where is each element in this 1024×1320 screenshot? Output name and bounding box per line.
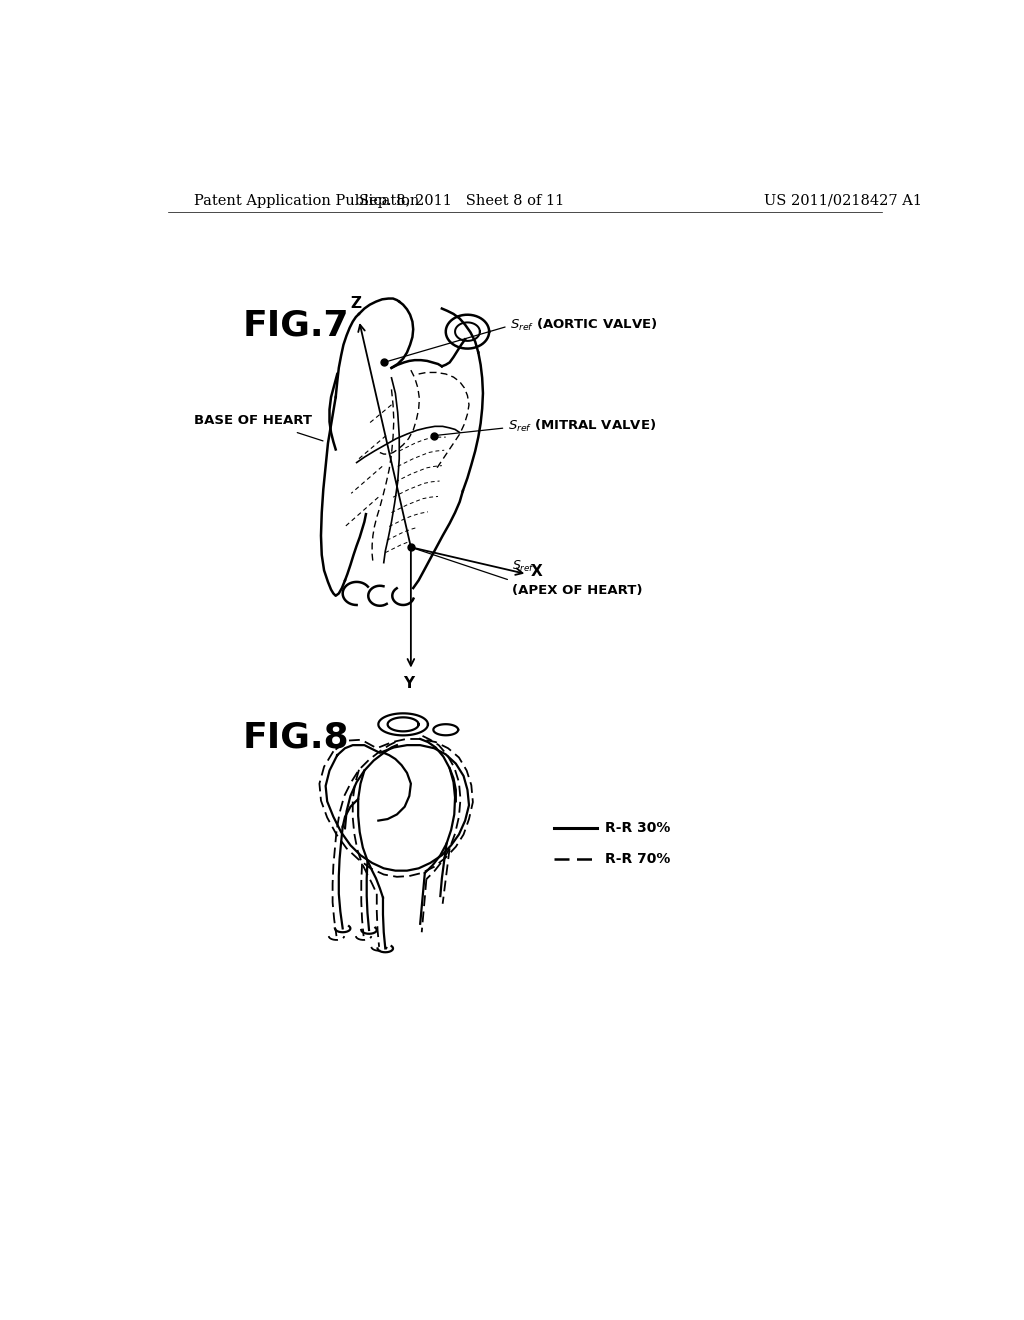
Text: R-R 70%: R-R 70% <box>604 853 670 866</box>
Text: Sep. 8, 2011   Sheet 8 of 11: Sep. 8, 2011 Sheet 8 of 11 <box>358 194 564 207</box>
Text: Z: Z <box>350 296 361 312</box>
Text: BASE OF HEART: BASE OF HEART <box>194 413 312 426</box>
Text: Y: Y <box>403 676 414 690</box>
Text: Patent Application Publication: Patent Application Publication <box>194 194 419 207</box>
Text: FIG.8: FIG.8 <box>243 721 349 755</box>
Text: US 2011/0218427 A1: US 2011/0218427 A1 <box>764 194 922 207</box>
Text: R-R 30%: R-R 30% <box>604 821 670 836</box>
Text: FIG.7: FIG.7 <box>243 309 349 343</box>
Text: (APEX OF HEART): (APEX OF HEART) <box>512 585 642 597</box>
Text: X: X <box>531 564 543 578</box>
Text: $S_{ref}$: $S_{ref}$ <box>512 560 535 574</box>
Text: $S_{ref}$ (MITRAL VALVE): $S_{ref}$ (MITRAL VALVE) <box>508 418 656 434</box>
Text: $S_{ref}$ (AORTIC VALVE): $S_{ref}$ (AORTIC VALVE) <box>510 317 657 333</box>
